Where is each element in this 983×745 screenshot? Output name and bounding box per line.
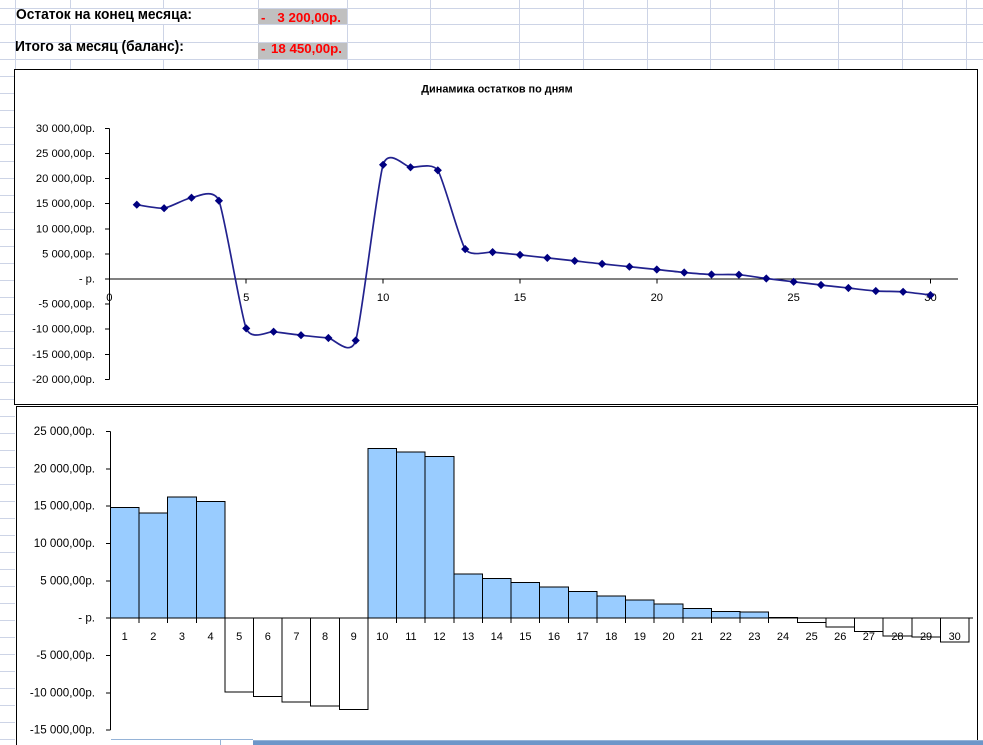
- svg-text:10: 10: [376, 631, 388, 643]
- svg-text:28: 28: [891, 631, 903, 643]
- svg-text:9: 9: [351, 631, 357, 643]
- svg-text:21: 21: [691, 631, 703, 643]
- svg-text:11: 11: [405, 631, 416, 643]
- svg-text:1: 1: [122, 631, 128, 643]
- svg-text:5 000,00р.: 5 000,00р.: [40, 574, 95, 587]
- svg-text:15: 15: [514, 292, 526, 304]
- svg-text:5: 5: [243, 292, 249, 304]
- svg-text:5: 5: [236, 631, 242, 643]
- svg-text:15 000,00р.: 15 000,00р.: [36, 198, 95, 210]
- svg-text:15: 15: [519, 631, 531, 643]
- svg-text:25: 25: [787, 292, 799, 304]
- svg-text:20: 20: [651, 292, 663, 304]
- svg-text:10: 10: [377, 292, 389, 304]
- svg-text:14: 14: [491, 631, 503, 643]
- svg-text:16: 16: [548, 631, 560, 643]
- svg-text:- р.: - р.: [79, 274, 95, 286]
- svg-text:19: 19: [634, 631, 646, 643]
- svg-text:-15 000,00р.: -15 000,00р.: [30, 724, 95, 737]
- svg-text:10 000,00р.: 10 000,00р.: [34, 537, 95, 550]
- svg-text:-10 000,00р.: -10 000,00р.: [30, 686, 95, 699]
- svg-text:30: 30: [949, 631, 961, 643]
- svg-text:3: 3: [179, 631, 185, 643]
- svg-text:22: 22: [720, 631, 732, 643]
- svg-text:17: 17: [577, 631, 589, 643]
- svg-text:-15 000,00р.: -15 000,00р.: [32, 349, 95, 361]
- svg-text:29: 29: [920, 631, 932, 643]
- svg-text:12: 12: [433, 631, 445, 643]
- svg-text:20 000,00р.: 20 000,00р.: [34, 462, 95, 475]
- svg-text:30 000,00р.: 30 000,00р.: [36, 123, 95, 135]
- svg-text:4: 4: [208, 631, 214, 643]
- svg-text:23: 23: [748, 631, 760, 643]
- svg-text:13: 13: [462, 631, 474, 643]
- svg-text:18: 18: [605, 631, 617, 643]
- svg-text:10 000,00р.: 10 000,00р.: [36, 223, 95, 235]
- svg-text:7: 7: [293, 631, 299, 643]
- svg-text:-10 000,00р.: -10 000,00р.: [32, 324, 95, 336]
- svg-text:0: 0: [106, 292, 112, 304]
- svg-text:Динамика остатков по дням: Динамика остатков по дням: [421, 84, 572, 96]
- svg-text:5 000,00р.: 5 000,00р.: [42, 248, 95, 260]
- svg-text:8: 8: [322, 631, 328, 643]
- svg-text:15 000,00р.: 15 000,00р.: [34, 500, 95, 513]
- svg-text:26: 26: [834, 631, 846, 643]
- svg-text:6: 6: [265, 631, 271, 643]
- svg-text:-5 000,00р.: -5 000,00р.: [38, 299, 95, 311]
- svg-text:27: 27: [863, 631, 875, 643]
- svg-text:20 000,00р.: 20 000,00р.: [36, 173, 95, 185]
- svg-text:24: 24: [777, 631, 789, 643]
- svg-text:- р.: - р.: [78, 612, 95, 625]
- svg-text:2: 2: [150, 631, 156, 643]
- svg-text:25 000,00р.: 25 000,00р.: [36, 148, 95, 160]
- svg-text:25: 25: [805, 631, 817, 643]
- svg-text:-5 000,00р.: -5 000,00р.: [36, 649, 95, 662]
- svg-text:25 000,00р.: 25 000,00р.: [34, 425, 95, 438]
- svg-text:-20 000,00р.: -20 000,00р.: [32, 374, 95, 386]
- svg-text:20: 20: [662, 631, 674, 643]
